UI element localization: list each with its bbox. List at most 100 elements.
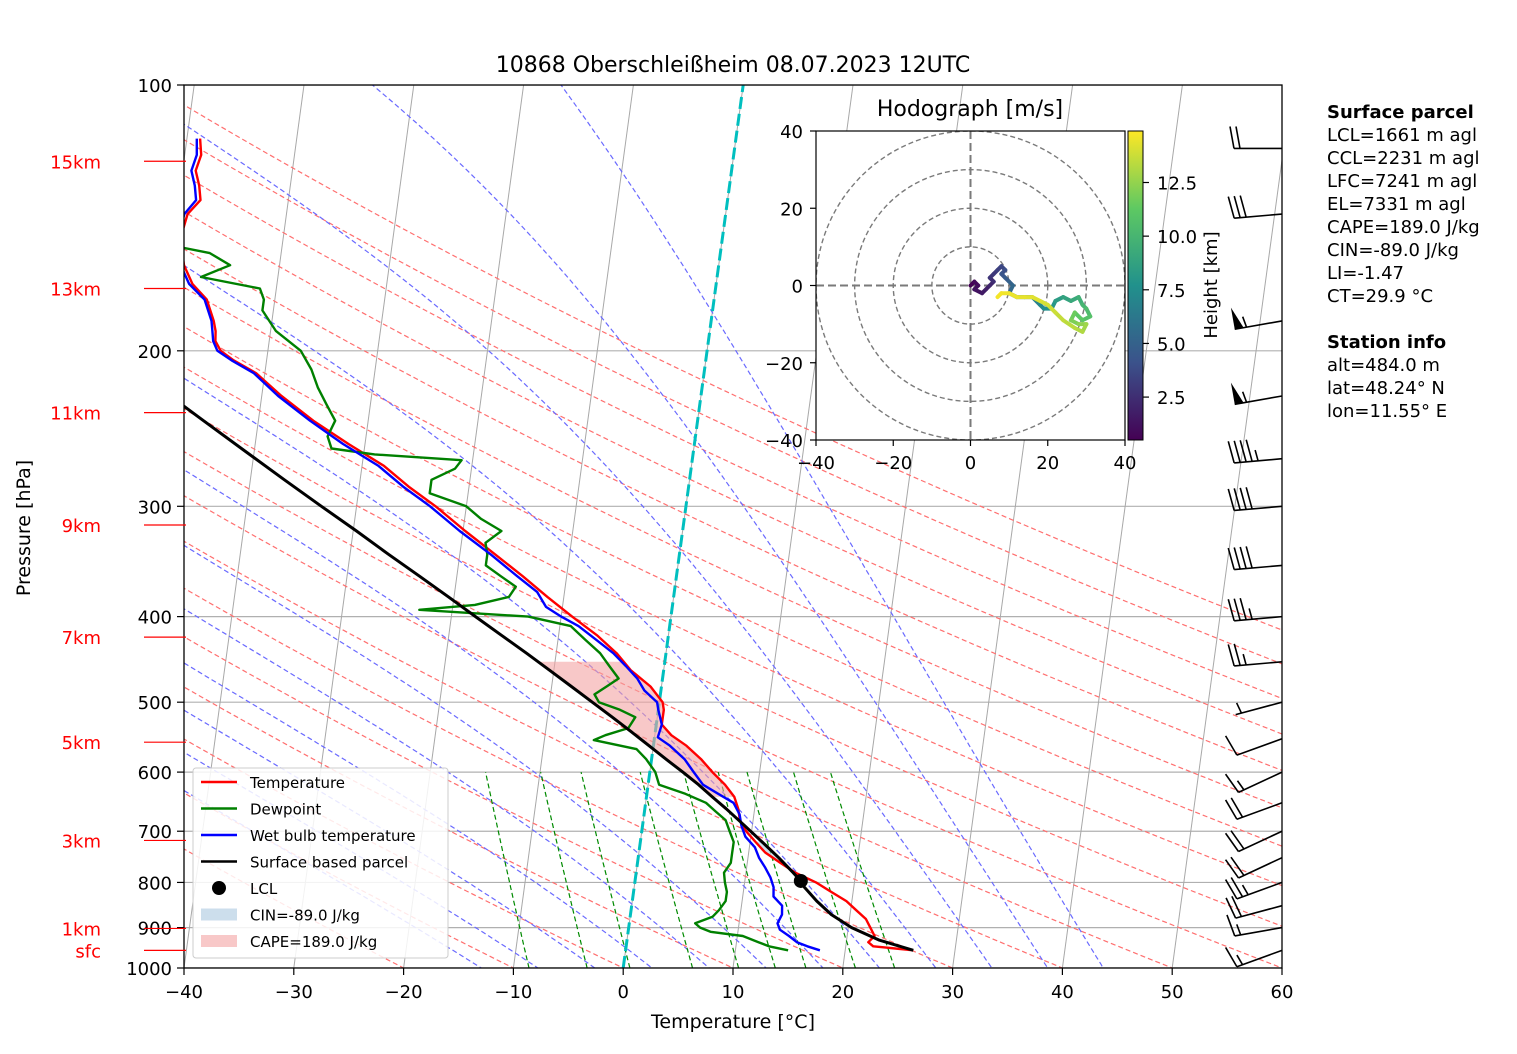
hodograph-y-tick-label: −40 xyxy=(765,431,803,452)
mixing-ratio-line xyxy=(485,771,530,968)
height-label: 3km xyxy=(62,831,101,852)
height-label: 9km xyxy=(62,516,101,537)
wind-barb xyxy=(1224,947,1283,968)
dry-adiabat xyxy=(184,636,845,968)
wind-barb-flag xyxy=(1224,799,1238,820)
legend-label: Wet bulb temperature xyxy=(250,827,416,845)
wind-barb-flag xyxy=(1245,487,1253,510)
surface-parcel-ccl: CCL=2231 m agl xyxy=(1327,148,1480,169)
moist-adiabat xyxy=(184,123,993,968)
wind-barb-flag xyxy=(1230,877,1244,898)
wind-barb-half-flag xyxy=(1242,653,1247,666)
wind-barb-flag xyxy=(1231,895,1243,917)
hodograph-ticks: −40 −20 0 20 40 −40 −20 0 20 40 xyxy=(765,122,1136,474)
wind-barb-flag xyxy=(1225,897,1237,919)
wind-barb-flag xyxy=(1233,547,1241,570)
mixing-ratio-line xyxy=(792,771,856,968)
wind-barb-flag xyxy=(1224,947,1238,968)
colorbar-tick-label: 7.5 xyxy=(1157,281,1186,302)
wind-barb xyxy=(1224,735,1283,756)
surface-parcel-cape: CAPE=189.0 J/kg xyxy=(1327,217,1480,238)
height-label: 7km xyxy=(62,628,101,649)
wind-barb xyxy=(1224,771,1283,794)
height-label: 11km xyxy=(50,404,101,425)
wind-barb-flag xyxy=(1229,126,1235,149)
wind-barb-half-flag xyxy=(1254,449,1259,462)
colorbar-tick-label: 10.0 xyxy=(1157,227,1197,248)
dry-adiabat xyxy=(184,104,1282,631)
moist-adiabat xyxy=(372,85,1049,968)
wind-barb-flag xyxy=(1224,879,1238,900)
hodograph-title: Hodograph [m/s] xyxy=(877,97,1063,122)
hodograph-x-tick-label: −40 xyxy=(797,453,835,474)
wind-barb-half-flag xyxy=(1241,391,1248,403)
surface-parcel-lfc: LFC=7241 m agl xyxy=(1327,171,1478,192)
wind-barb-staff xyxy=(1234,505,1283,512)
wind-barb-flag xyxy=(1233,488,1241,511)
profile-lines xyxy=(184,138,914,952)
x-tick-label: 30 xyxy=(941,982,964,1003)
wind-barb-staff xyxy=(1238,856,1283,879)
station-info-lat: lat=48.24° N xyxy=(1327,378,1445,399)
wind-barb-half-flag xyxy=(1235,702,1243,714)
wind-barb xyxy=(1224,797,1283,820)
dry-adiabat xyxy=(184,174,1282,700)
surface-parcel-ct: CT=29.9 °C xyxy=(1327,286,1434,307)
wind-barb xyxy=(1227,195,1283,220)
x-tick-label: 60 xyxy=(1271,982,1294,1003)
dewpoint-line xyxy=(184,246,789,952)
wind-barb-half-flag xyxy=(1236,924,1242,936)
hodograph-x-tick-label: −20 xyxy=(874,453,912,474)
x-axis-ticks: −40 −30 −20 −10 0 10 20 30 40 50 60 xyxy=(165,968,1293,1003)
wind-barb xyxy=(1227,487,1283,512)
wind-barb xyxy=(1227,597,1283,622)
x-tick-label: −30 xyxy=(275,982,313,1003)
wind-barb-staff xyxy=(1234,564,1283,571)
wind-barb-staff xyxy=(1234,660,1283,667)
wind-barb-flag xyxy=(1233,195,1241,218)
wind-barb-flag xyxy=(1233,440,1241,463)
station-info-alt: alt=484.0 m xyxy=(1327,355,1440,376)
lcl-marker xyxy=(793,873,808,888)
wind-barb-half-flag xyxy=(1241,884,1249,896)
colorbar-tick-label: 12.5 xyxy=(1157,174,1197,195)
hodograph: Hodograph [m/s] −40 −20 0 20 40 −40 −20 0 20 40 2… xyxy=(765,97,1222,474)
wind-barb-flag xyxy=(1239,597,1247,620)
wind-barb-staff xyxy=(1238,830,1283,853)
wind-barb xyxy=(1229,126,1282,150)
wind-barb-flag xyxy=(1239,440,1247,463)
hodograph-x-tick-label: 0 xyxy=(965,453,976,474)
wind-barb-half-flag xyxy=(1248,608,1253,620)
wind-barbs xyxy=(1224,126,1283,968)
wind-barb-flag xyxy=(1245,439,1253,462)
legend-swatch xyxy=(201,935,237,947)
wind-barb-flag xyxy=(1227,441,1235,464)
legend-swatch xyxy=(201,908,237,921)
wind-barb-flag xyxy=(1224,735,1238,756)
wind-barb-staff xyxy=(1236,881,1283,900)
dry-adiabat xyxy=(184,587,955,968)
mixing-ratio-line xyxy=(639,771,694,968)
legend: Temperature Dewpoint Wet bulb temperature S… xyxy=(192,767,449,959)
wind-barb-flag xyxy=(1227,196,1235,219)
station-info-title: Station info xyxy=(1327,332,1447,353)
legend-box xyxy=(192,767,449,959)
height-label: sfc xyxy=(75,941,101,962)
hodograph-segment xyxy=(995,291,1004,300)
wind-barb xyxy=(1224,877,1283,900)
mixing-ratio-line xyxy=(540,771,588,968)
wind-barb-pennant xyxy=(1230,382,1244,405)
surface-parcel-li: LI=-1.47 xyxy=(1327,263,1404,284)
dry-adiabat xyxy=(184,540,1064,968)
wind-barb-half-flag xyxy=(1236,954,1244,966)
cape-area xyxy=(538,661,735,797)
wind-barb-pennant xyxy=(1230,307,1244,330)
surface-parcel-el: EL=7331 m agl xyxy=(1327,194,1466,215)
wind-barb-staff xyxy=(1238,771,1283,794)
y-tick-label: 400 xyxy=(138,608,172,629)
height-label: 1km xyxy=(62,919,101,940)
y-tick-label: 800 xyxy=(138,873,172,894)
moist-adiabat xyxy=(184,709,596,968)
wind-barb-staff xyxy=(1236,737,1283,756)
